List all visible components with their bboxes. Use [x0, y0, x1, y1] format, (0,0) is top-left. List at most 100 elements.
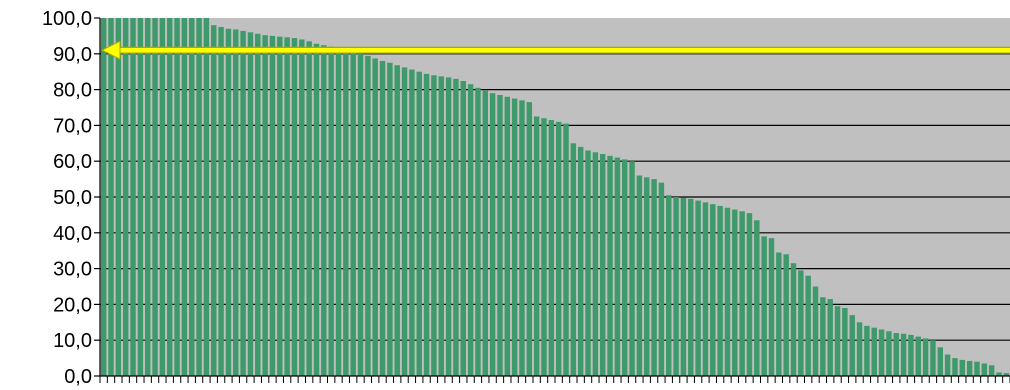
bar [365, 55, 371, 376]
bar [343, 50, 349, 376]
bar [673, 197, 679, 376]
bar [504, 96, 511, 376]
bar [607, 155, 613, 376]
bar [900, 333, 907, 376]
bar [585, 150, 591, 376]
bar [908, 334, 914, 376]
bar [277, 36, 283, 377]
bar [776, 252, 782, 376]
bar [159, 18, 166, 376]
y-tick-label: 60,0 [53, 151, 92, 173]
bar [115, 18, 122, 376]
bar [548, 120, 555, 376]
bar [291, 38, 298, 376]
bar [167, 18, 173, 376]
bar [255, 33, 261, 376]
bar [790, 263, 797, 376]
bar [335, 48, 342, 377]
bar [394, 65, 400, 377]
bar [313, 43, 320, 376]
bar [820, 297, 826, 376]
bar [152, 18, 158, 376]
bar [592, 152, 599, 376]
bar [423, 73, 430, 377]
bar [519, 100, 525, 376]
bar [930, 340, 936, 376]
bar [1003, 373, 1010, 376]
bar [409, 69, 415, 376]
bar [710, 204, 716, 376]
bar [328, 46, 334, 376]
bar [754, 220, 760, 376]
bar [996, 372, 1002, 376]
bar [511, 98, 518, 377]
bar [944, 354, 951, 376]
bar [533, 116, 540, 376]
y-tick-label: 30,0 [53, 259, 92, 281]
bar [768, 238, 775, 376]
bar [922, 338, 929, 376]
bar [570, 143, 577, 376]
bar [269, 35, 276, 377]
bar [211, 25, 217, 376]
bar [379, 60, 386, 377]
bar [577, 146, 584, 376]
bar [878, 329, 885, 376]
bars [100, 18, 1010, 377]
y-tick-label: 40,0 [53, 223, 92, 245]
bar [614, 157, 621, 376]
bar [144, 18, 151, 376]
bar [732, 209, 738, 376]
bar [541, 118, 547, 377]
bar [460, 81, 466, 377]
bar [688, 198, 694, 376]
bar [387, 62, 393, 376]
bar [871, 327, 877, 376]
bar [783, 254, 789, 376]
bar [445, 77, 452, 376]
bar [233, 29, 239, 377]
bar [467, 84, 474, 376]
y-axis-ticks: 0,0 10,0 20,0 30,0 40,0 50,0 60,0 70,0 80,0 90,0 1… [42, 8, 100, 388]
reference-line [100, 40, 1010, 61]
bar [812, 286, 819, 376]
bar [761, 236, 767, 376]
arrow-head-icon [100, 40, 121, 61]
bar [724, 207, 731, 376]
bar [893, 333, 899, 376]
bar [137, 18, 144, 376]
bar [416, 71, 422, 376]
bar [834, 306, 841, 376]
bar [886, 331, 892, 376]
bar [864, 325, 870, 376]
bar [189, 18, 195, 376]
bar [842, 307, 848, 376]
bar [284, 37, 290, 376]
bar [974, 361, 980, 376]
bar [915, 336, 921, 376]
bar [555, 121, 562, 376]
y-tick-label: 90,0 [53, 44, 92, 66]
bar [651, 179, 657, 376]
bar [100, 18, 107, 376]
bar [482, 90, 488, 376]
bar [181, 18, 188, 376]
bar [475, 87, 481, 376]
y-tick-label: 80,0 [53, 80, 92, 102]
bar [702, 202, 709, 376]
bar [240, 30, 246, 376]
bar [196, 18, 202, 376]
bar [401, 67, 408, 377]
bar [636, 175, 643, 376]
bar [746, 213, 753, 376]
bar [966, 360, 973, 376]
bar [798, 270, 804, 376]
bar [856, 322, 863, 376]
bar [666, 195, 672, 376]
bar [438, 76, 444, 376]
bar [357, 53, 364, 377]
bar [680, 197, 687, 376]
bar [644, 177, 650, 376]
bar [988, 365, 995, 376]
